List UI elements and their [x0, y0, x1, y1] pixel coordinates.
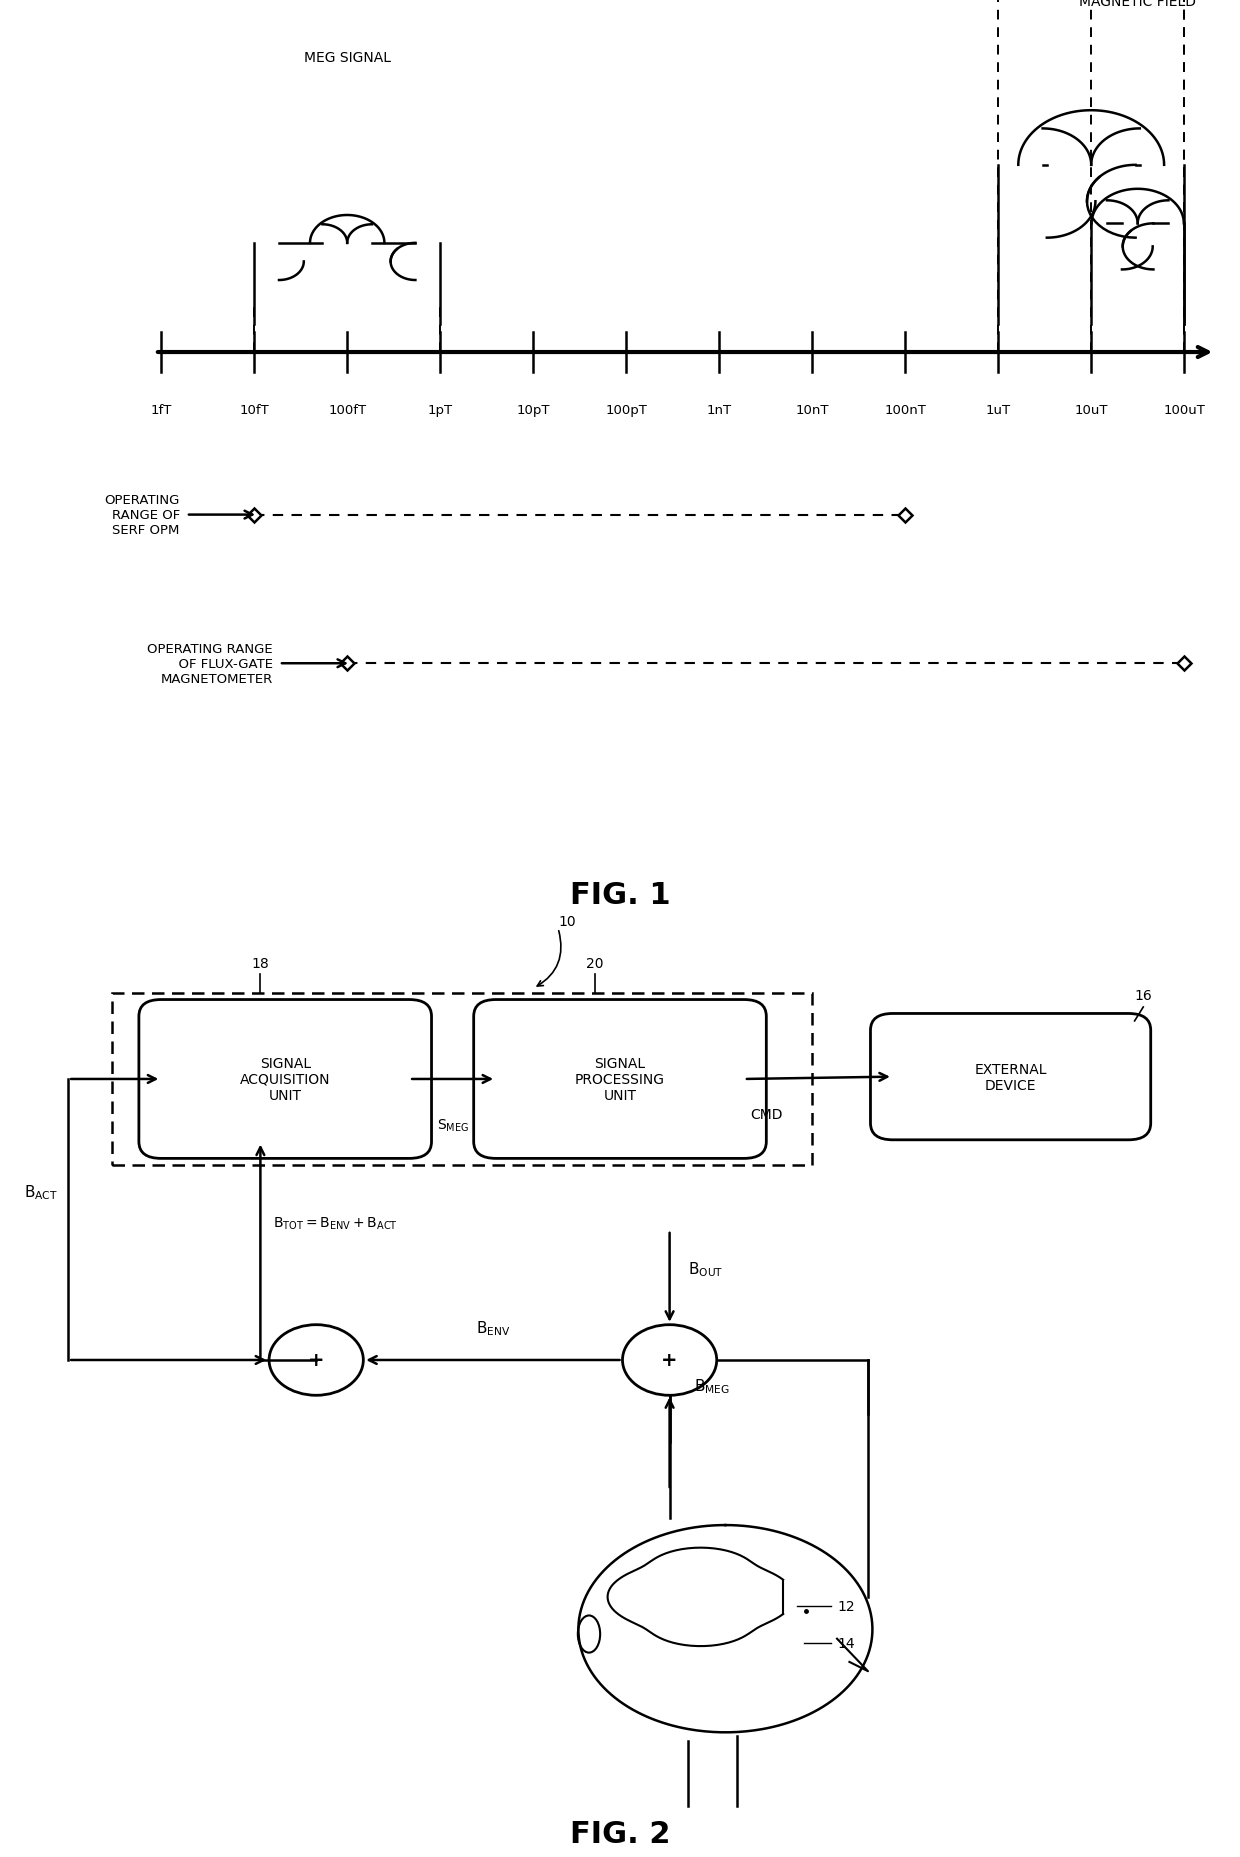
Text: $\mathregular{B_{OUT}}$: $\mathregular{B_{OUT}}$	[688, 1259, 723, 1279]
Text: 100nT: 100nT	[884, 405, 926, 416]
Text: SIGNAL
ACQUISITION
UNIT: SIGNAL ACQUISITION UNIT	[241, 1057, 330, 1103]
Text: 20: 20	[587, 956, 604, 969]
Text: +: +	[661, 1350, 678, 1370]
Text: 14: 14	[838, 1636, 856, 1651]
FancyBboxPatch shape	[474, 999, 766, 1159]
Text: 10: 10	[558, 914, 575, 928]
Text: 1nT: 1nT	[707, 405, 732, 416]
Text: 100uT: 100uT	[1163, 405, 1205, 416]
Text: 100fT: 100fT	[329, 405, 366, 416]
Text: 10nT: 10nT	[795, 405, 830, 416]
Text: 16: 16	[1135, 988, 1152, 1003]
Text: $\mathregular{B_{ENV}}$: $\mathregular{B_{ENV}}$	[476, 1318, 510, 1337]
Text: $\mathregular{S_{MEG}}$: $\mathregular{S_{MEG}}$	[436, 1116, 469, 1133]
Text: FIG. 2: FIG. 2	[569, 1818, 671, 1848]
Text: OPERATING
RANGE OF
SERF OPM: OPERATING RANGE OF SERF OPM	[104, 494, 180, 537]
Text: $\mathregular{B_{TOT}=B_{ENV}+B_{ACT}}$: $\mathregular{B_{TOT}=B_{ENV}+B_{ACT}}$	[273, 1214, 398, 1231]
Text: 1fT: 1fT	[150, 405, 172, 416]
Text: $\mathregular{B_{ACT}}$: $\mathregular{B_{ACT}}$	[25, 1183, 58, 1201]
Text: 100pT: 100pT	[605, 405, 647, 416]
Text: 10pT: 10pT	[516, 405, 551, 416]
Text: $\mathregular{B_{MEG}}$: $\mathregular{B_{MEG}}$	[694, 1376, 730, 1396]
Text: CMD: CMD	[750, 1107, 782, 1122]
Text: SIGNAL
PROCESSING
UNIT: SIGNAL PROCESSING UNIT	[575, 1057, 665, 1103]
Text: EARTH'S
MAGNETIC FIELD: EARTH'S MAGNETIC FIELD	[1079, 0, 1197, 9]
Text: FIG. 1: FIG. 1	[569, 880, 671, 910]
FancyBboxPatch shape	[870, 1014, 1151, 1140]
Text: EXTERNAL
DEVICE: EXTERNAL DEVICE	[975, 1062, 1047, 1092]
Text: 18: 18	[252, 956, 269, 969]
FancyBboxPatch shape	[139, 999, 432, 1159]
Text: 12: 12	[838, 1599, 856, 1614]
Text: 1pT: 1pT	[428, 405, 453, 416]
Text: OPERATING RANGE
  OF FLUX-GATE
MAGNETOMETER: OPERATING RANGE OF FLUX-GATE MAGNETOMETE…	[148, 643, 273, 685]
Text: MEG SIGNAL: MEG SIGNAL	[304, 50, 391, 65]
Text: 10uT: 10uT	[1074, 405, 1109, 416]
Text: 10fT: 10fT	[239, 405, 269, 416]
Text: +: +	[308, 1350, 325, 1370]
Text: 1uT: 1uT	[986, 405, 1011, 416]
